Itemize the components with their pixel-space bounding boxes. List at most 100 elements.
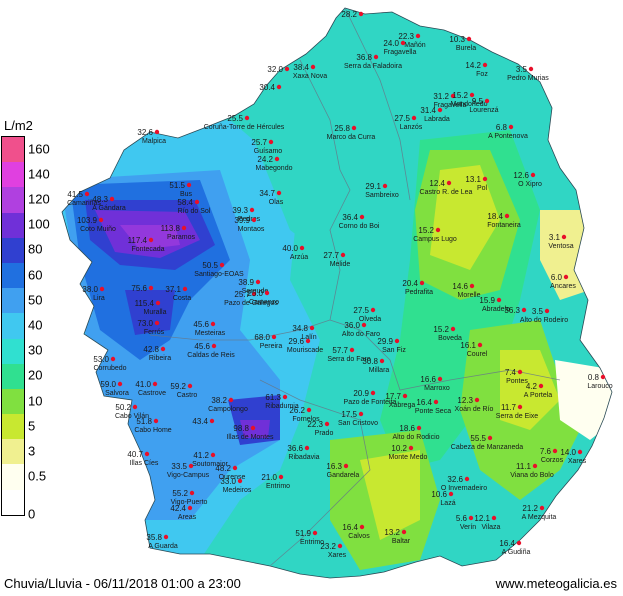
station-marker[interactable]: 75.6 <box>131 284 154 293</box>
station-marker[interactable]: 12.6O Xipro <box>513 171 542 188</box>
station-marker[interactable]: 4.2A Portela <box>524 382 553 399</box>
station-marker[interactable]: 21.2A Mezquita <box>522 504 557 521</box>
station-marker[interactable]: 35.8A Guarda <box>146 533 177 550</box>
station-marker[interactable]: 6.8A Pontenova <box>488 123 528 140</box>
website-link[interactable]: www.meteogalicia.es <box>495 576 617 591</box>
station-marker[interactable]: 32.0 <box>267 65 290 74</box>
station-marker[interactable]: 30.4 <box>259 83 282 92</box>
station-marker[interactable]: 36.3 <box>504 306 527 315</box>
station-marker[interactable]: 16.4A Gudiña <box>499 539 530 556</box>
station-marker[interactable]: 48.3A Gándara <box>92 195 126 212</box>
station-marker[interactable]: 32.6O Invernadeiro <box>441 475 487 492</box>
station-marker[interactable]: 28.2 <box>341 10 364 19</box>
